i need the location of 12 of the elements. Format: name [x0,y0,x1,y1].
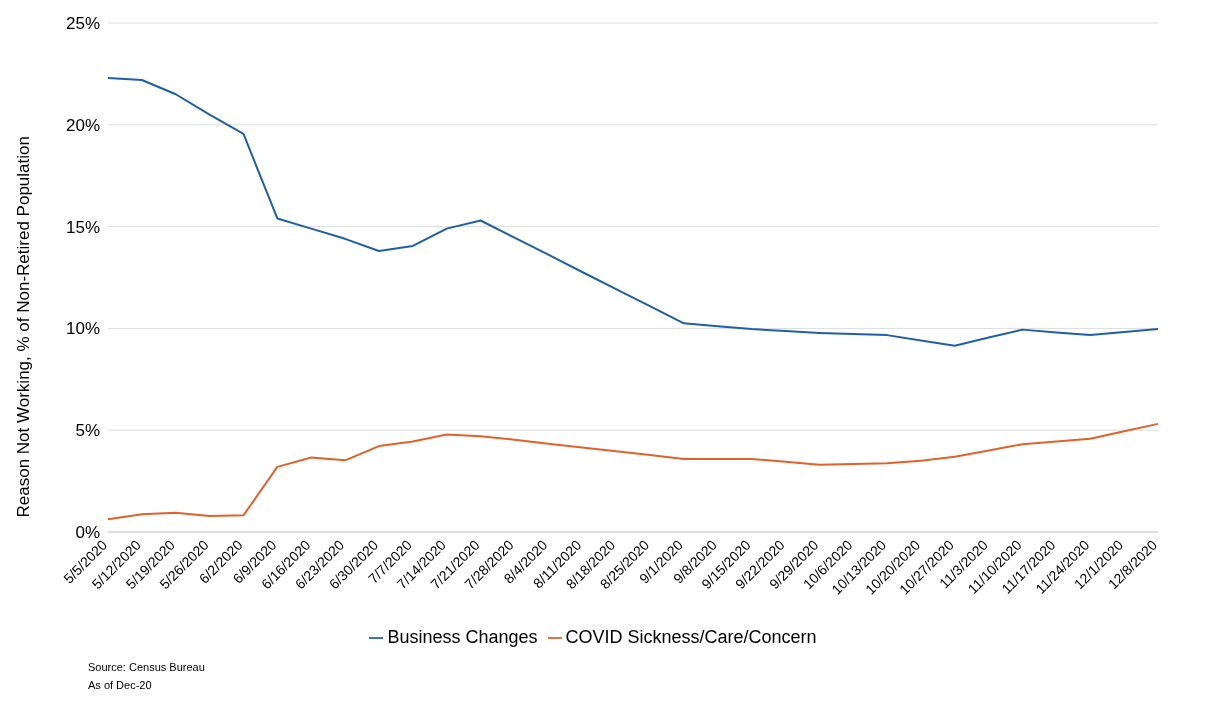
y-tick-label: 5% [75,421,100,441]
source-note: Source: Census Bureau [88,660,206,675]
line-series [107,422,1159,521]
legend-label: COVID Sickness/Care/Concern [565,627,817,647]
y-tick-label: 10% [65,319,100,339]
y-tick-label: 25% [65,14,100,34]
line-series [107,76,1159,347]
y-tick-label: 15% [65,217,100,237]
legend-label: Business Changes [387,627,538,647]
y-tick-label: 20% [65,115,100,135]
text: As of Dec-20 [88,678,153,693]
y-axis-title: Reason Not Working, % of Non-Retired Population [14,136,34,518]
